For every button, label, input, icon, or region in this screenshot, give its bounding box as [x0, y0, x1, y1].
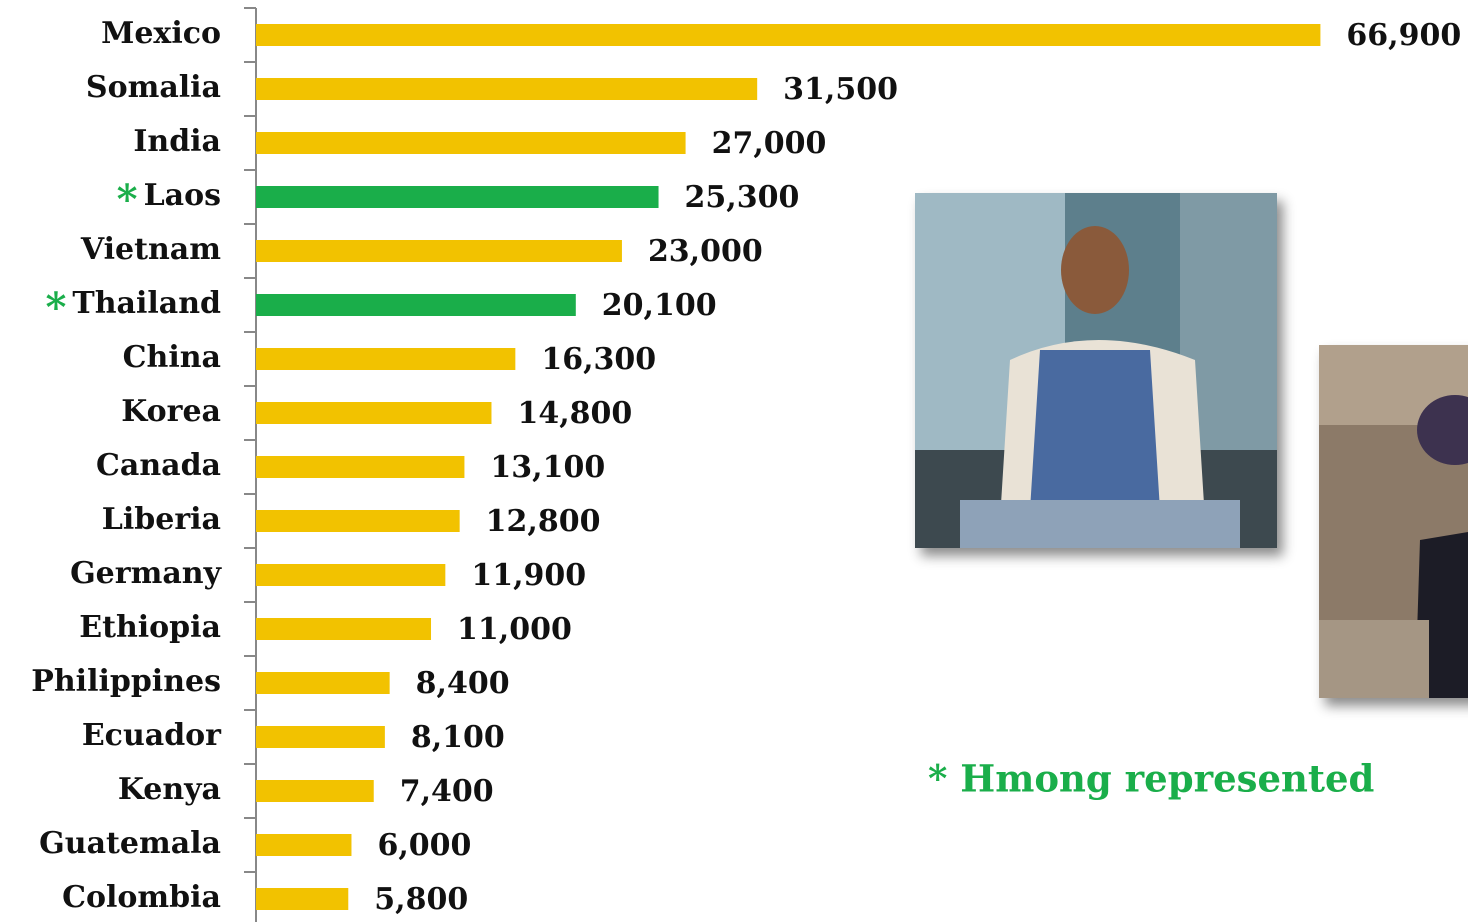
bar — [256, 618, 432, 640]
value-label: 31,500 — [783, 72, 898, 107]
category-label: Korea — [121, 394, 221, 429]
bar — [256, 564, 446, 586]
category-label: Ethiopia — [79, 610, 221, 645]
bar — [256, 132, 686, 154]
bar — [256, 78, 758, 100]
value-label: 14,800 — [517, 396, 632, 431]
value-label: 6,000 — [377, 828, 471, 863]
category-label: Vietnam — [80, 232, 221, 267]
highlight-marker: * — [117, 176, 138, 223]
category-label: Ecuador — [82, 718, 222, 753]
category-label: Philippines — [31, 664, 221, 699]
photo — [915, 193, 1277, 548]
category-label: Liberia — [102, 502, 221, 537]
bar — [256, 888, 349, 910]
value-label: 27,000 — [712, 126, 827, 161]
category-label: Colombia — [62, 880, 221, 915]
value-label: 12,800 — [486, 504, 601, 539]
category-label: India — [133, 124, 221, 159]
value-label: 25,300 — [685, 180, 800, 215]
bar — [256, 510, 460, 532]
bar — [256, 780, 374, 802]
category-label: Thailand — [72, 286, 221, 321]
value-label: 11,000 — [457, 612, 572, 647]
value-label: 23,000 — [648, 234, 763, 269]
bar — [256, 24, 1321, 46]
value-label: 7,400 — [400, 774, 494, 809]
photo — [1319, 345, 1468, 698]
value-label: 8,100 — [411, 720, 505, 755]
bar — [256, 834, 352, 856]
value-label: 8,400 — [416, 666, 510, 701]
bar — [256, 402, 492, 424]
category-label: Kenya — [118, 772, 221, 807]
bar — [256, 240, 622, 262]
bar — [256, 348, 516, 370]
bar — [256, 294, 576, 316]
value-label: 16,300 — [541, 342, 656, 377]
category-label: Somalia — [86, 70, 221, 105]
bar — [256, 456, 465, 478]
category-label: Mexico — [101, 16, 221, 51]
category-label: Guatemala — [39, 826, 221, 861]
note: * Hmong represented — [928, 757, 1374, 801]
value-label: 20,100 — [602, 288, 717, 323]
value-label: 5,800 — [374, 882, 468, 917]
highlight-marker: * — [45, 284, 66, 331]
value-label: 66,900 — [1346, 18, 1461, 53]
bar — [256, 726, 385, 748]
value-label: 13,100 — [490, 450, 605, 485]
category-label: China — [123, 340, 221, 375]
bar — [256, 672, 390, 694]
category-label: Canada — [96, 448, 221, 483]
bar — [256, 186, 659, 208]
value-label: 11,900 — [471, 558, 586, 593]
category-label: Germany — [70, 556, 223, 591]
category-label: Laos — [144, 178, 221, 213]
